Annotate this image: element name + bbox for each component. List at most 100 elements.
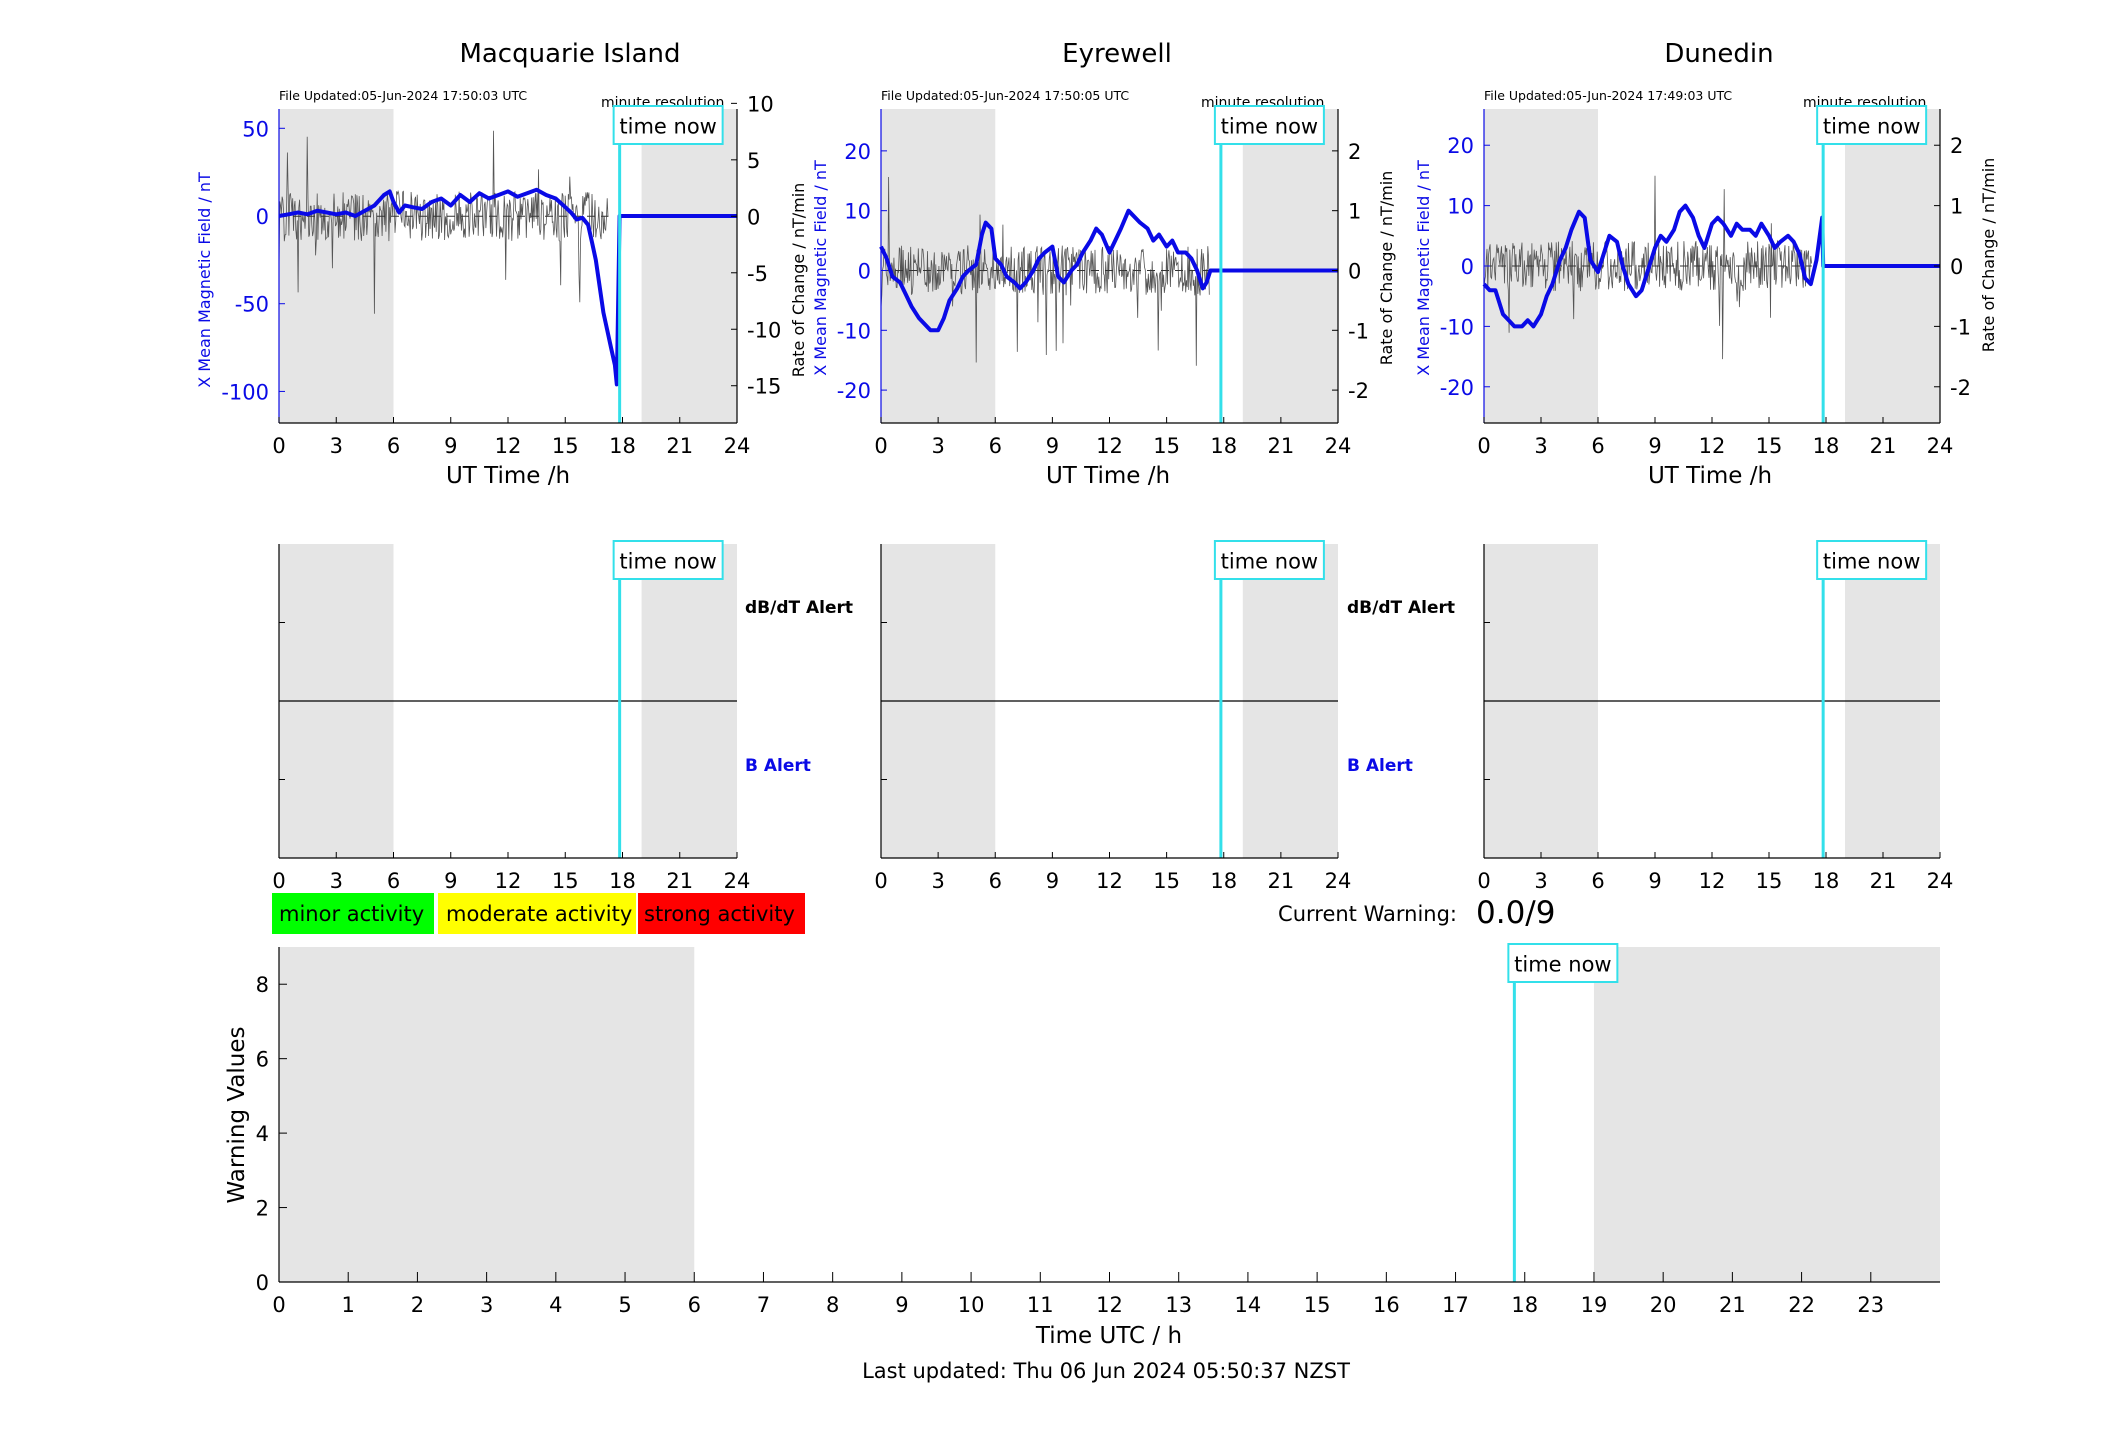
x-tick-label: 6: [387, 434, 400, 458]
legend-moderate-swatch: [438, 893, 636, 934]
right-y-tick-label: -1: [1950, 315, 1971, 339]
y-tick-label: 8: [256, 973, 269, 997]
x-tick-label: 15: [1756, 869, 1783, 893]
x-tick-label: 21: [666, 869, 693, 893]
station-eyrewell: Eyrewell File Updated:05-Jun-2024 17:50:…: [811, 39, 1455, 893]
night-shading: [279, 947, 695, 1282]
file-updated-label: File Updated:05-Jun-2024 17:49:03 UTC: [1484, 88, 1732, 103]
x-tick-label: 12: [1699, 869, 1726, 893]
left-y-tick-label: -20: [837, 379, 871, 403]
x-tick-label: 3: [480, 1293, 493, 1317]
x-tick-label: 8: [826, 1293, 839, 1317]
x-tick-label: 9: [1046, 434, 1059, 458]
x-tick-label: 4: [549, 1293, 562, 1317]
x-tick-label: 19: [1581, 1293, 1608, 1317]
right-y-tick-label: -5: [747, 262, 768, 286]
left-y-tick-label: -100: [221, 380, 269, 404]
left-y-tick-label: 10: [1447, 195, 1474, 219]
right-y-tick-label: -15: [747, 375, 781, 399]
legend-strong-label: strong activity: [644, 902, 795, 926]
time-now-box: [612, 105, 724, 145]
x-tick-label: 6: [688, 1293, 701, 1317]
x-tick-label: 18: [1210, 434, 1237, 458]
night-shading: [279, 109, 394, 423]
file-updated-label: File Updated:05-Jun-2024 17:50:03 UTC: [279, 88, 527, 103]
night-shading: [1242, 109, 1338, 423]
station-title: Eyrewell: [1062, 39, 1172, 69]
right-y-tick-label: 0: [1348, 259, 1361, 283]
left-axis-label: X Mean Magnetic Field / nT: [195, 172, 214, 388]
alert-plot: time now 0 3 6 9 12 15 18 21 24: [272, 540, 751, 893]
left-y-tick-label: -10: [837, 319, 871, 343]
left-axis-label: X Mean Magnetic Field / nT: [1414, 160, 1433, 376]
x-tick-label: 0: [874, 869, 887, 893]
x-tick-label: 21: [1268, 869, 1295, 893]
time-now-label: time now: [1221, 114, 1318, 138]
x-tick-label: 9: [895, 1293, 908, 1317]
alert-plot: time now 0 3 6 9 12 15 18 21 24: [874, 540, 1352, 893]
x-tick-label: 21: [1870, 434, 1897, 458]
x-tick-label: 18: [1813, 434, 1840, 458]
x-tick-label: 24: [724, 869, 751, 893]
x-tick-label: 9: [1046, 869, 1059, 893]
file-updated-label: File Updated:05-Jun-2024 17:50:05 UTC: [881, 88, 1129, 103]
x-tick-label: 21: [666, 434, 693, 458]
x-tick-label: 23: [1857, 1293, 1884, 1317]
x-tick-label: 9: [1648, 869, 1661, 893]
x-axis-label: UT Time /h: [446, 463, 570, 489]
x-tick-label: 15: [552, 869, 579, 893]
x-tick-label: 15: [1153, 869, 1180, 893]
x-tick-label: 24: [1325, 869, 1352, 893]
x-tick-label: 3: [1534, 869, 1547, 893]
x-tick-label: 12: [1096, 869, 1123, 893]
time-now-label: time now: [1514, 952, 1611, 976]
x-tick-label: 18: [1210, 869, 1237, 893]
time-now-box: [612, 540, 724, 580]
x-tick-label: 0: [272, 869, 285, 893]
x-tick-label: 6: [1591, 434, 1604, 458]
left-y-tick-label: 0: [1461, 255, 1474, 279]
x-tick-label: 21: [1719, 1293, 1746, 1317]
x-tick-label: 6: [989, 869, 1002, 893]
time-now-label: time now: [1823, 549, 1920, 573]
x-tick-label: 18: [609, 434, 636, 458]
left-y-tick-label: 10: [844, 200, 871, 224]
x-tick-label: 18: [1813, 869, 1840, 893]
y-tick-label: 4: [256, 1122, 269, 1146]
last-updated-footer: Last updated: Thu 06 Jun 2024 05:50:37 N…: [862, 1359, 1350, 1383]
x-tick-label: 20: [1650, 1293, 1677, 1317]
right-y-tick-label: 1: [1348, 200, 1361, 224]
legend-minor-label: minor activity: [279, 902, 424, 926]
x-tick-label: 22: [1788, 1293, 1815, 1317]
time-now-box: [1816, 540, 1928, 580]
left-y-tick-label: 50: [242, 117, 269, 141]
x-tick-label: 1: [342, 1293, 355, 1317]
current-warning-label: Current Warning:: [1278, 902, 1457, 926]
right-y-tick-label: -10: [747, 318, 781, 342]
station-title: Macquarie Island: [459, 39, 680, 69]
y-tick-label: 2: [256, 1197, 269, 1221]
time-now-box: [1213, 105, 1325, 145]
left-y-tick-label: -20: [1440, 376, 1474, 400]
right-y-tick-label: 2: [1348, 140, 1361, 164]
x-tick-label: 18: [609, 869, 636, 893]
activity-legend: minor activity moderate activity strong …: [272, 893, 805, 934]
warning-y-axis-label: Warning Values: [224, 1026, 250, 1203]
x-tick-label: 15: [1756, 434, 1783, 458]
x-tick-label: 12: [495, 869, 522, 893]
magnetic-field-line: [278, 187, 737, 387]
right-axis-label: Rate of Change / nT/min: [1979, 158, 1998, 353]
time-now-label: time now: [619, 114, 716, 138]
x-tick-label: 10: [958, 1293, 985, 1317]
x-axis-label: UT Time /h: [1046, 463, 1170, 489]
left-axis-label: X Mean Magnetic Field / nT: [811, 160, 830, 376]
left-y-tick-label: -50: [235, 293, 269, 317]
time-now-box: [1816, 105, 1928, 145]
dbdt-alert-label: dB/dT Alert: [1347, 598, 1455, 618]
x-tick-label: 3: [330, 434, 343, 458]
x-tick-label: 9: [444, 434, 457, 458]
